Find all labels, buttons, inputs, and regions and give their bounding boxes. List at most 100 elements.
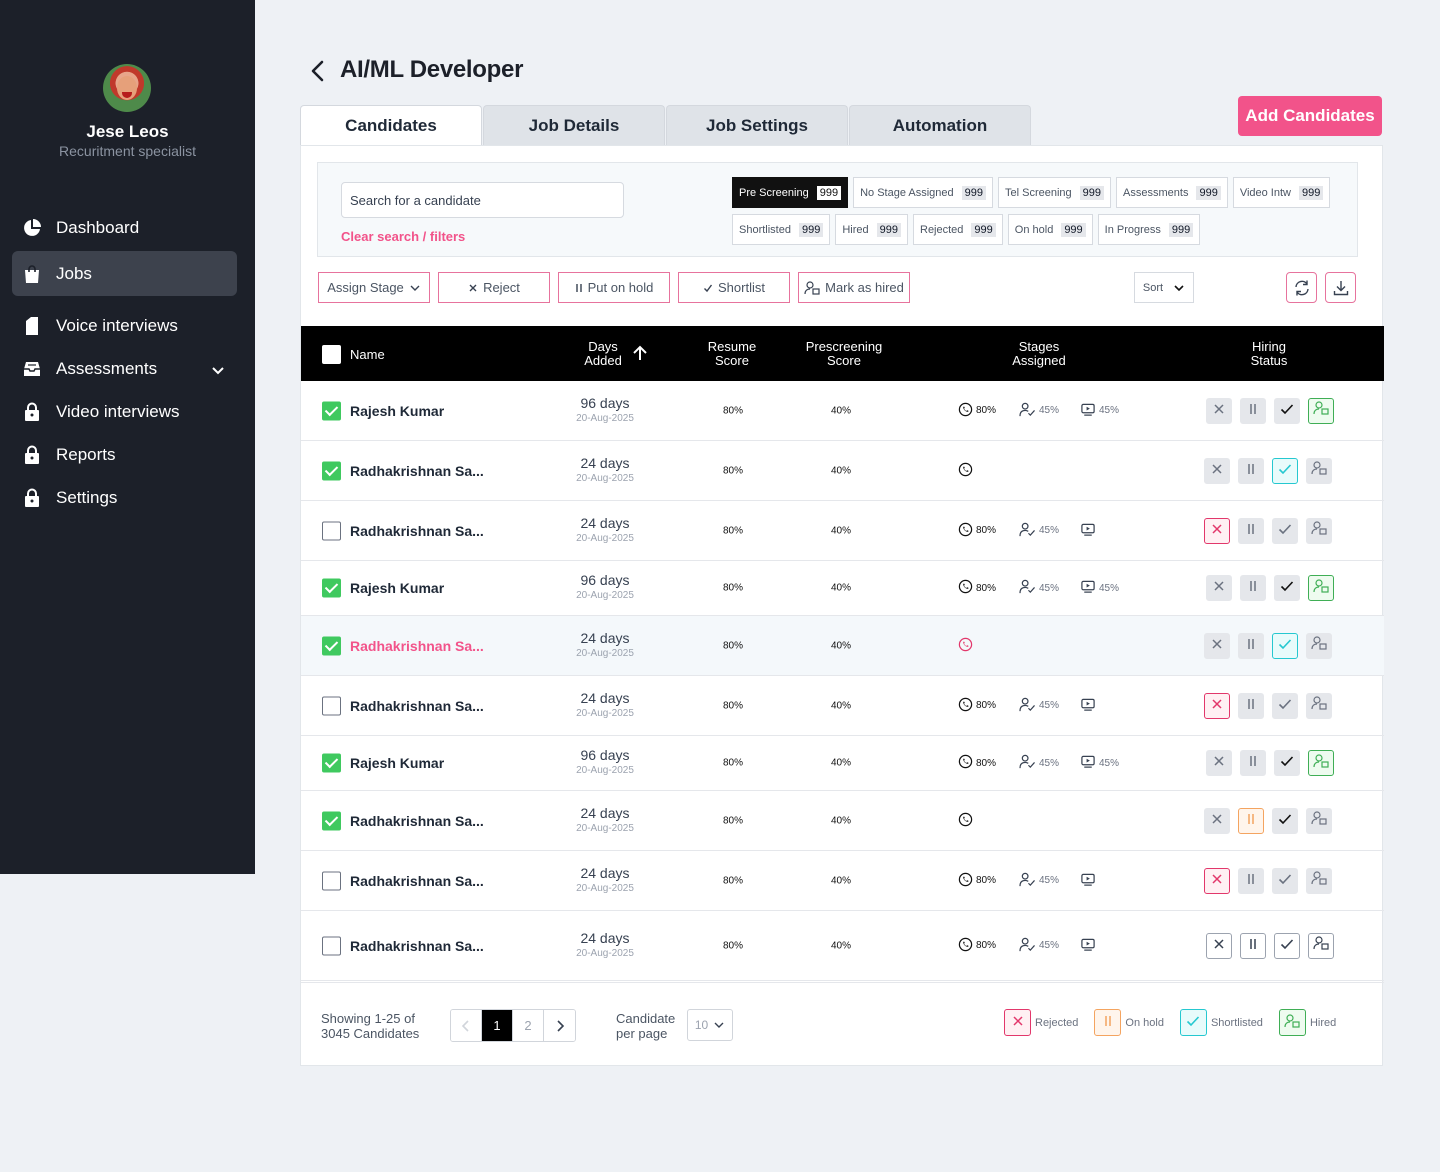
hold-status-button[interactable] bbox=[1240, 932, 1266, 959]
reject-status-button[interactable] bbox=[1204, 517, 1230, 544]
row-checkbox[interactable] bbox=[322, 521, 341, 540]
shortlist-status-button[interactable] bbox=[1272, 517, 1298, 544]
header-days[interactable]: Days Added bbox=[573, 340, 633, 368]
reject-status-button[interactable] bbox=[1204, 457, 1230, 484]
table-row[interactable]: Radhakrishnan Sa... 24 days 20-Aug-2025 80%… bbox=[301, 911, 1384, 981]
assign-stage-dropdown[interactable]: Assign Stage bbox=[318, 272, 430, 303]
candidate-name[interactable]: Radhakrishnan Sa... bbox=[350, 697, 484, 714]
hold-status-button[interactable] bbox=[1240, 750, 1266, 776]
avatar[interactable] bbox=[103, 64, 151, 112]
candidate-name[interactable]: Radhakrishnan Sa... bbox=[350, 637, 484, 654]
table-row[interactable]: Radhakrishnan Sa... 24 days 20-Aug-2025 80%… bbox=[301, 616, 1384, 676]
sidebar-item-assessments[interactable]: Assessments bbox=[12, 347, 237, 390]
row-checkbox[interactable] bbox=[322, 578, 341, 598]
shortlist-status-button[interactable] bbox=[1272, 807, 1298, 834]
tab-job-details[interactable]: Job Details bbox=[483, 105, 665, 145]
hire-status-button[interactable] bbox=[1308, 750, 1334, 776]
stage-chip-shortlisted[interactable]: Shortlisted 999 bbox=[732, 214, 831, 245]
shortlist-status-button[interactable] bbox=[1272, 457, 1298, 484]
per-page-select[interactable]: 10 bbox=[687, 1009, 733, 1041]
put-on-hold-button[interactable]: Put on hold bbox=[558, 272, 670, 303]
reject-status-button[interactable] bbox=[1204, 692, 1230, 719]
stage-chip-on-hold[interactable]: On hold 999 bbox=[1007, 214, 1093, 245]
shortlist-status-button[interactable] bbox=[1274, 397, 1300, 424]
reject-status-button[interactable] bbox=[1206, 750, 1232, 776]
stage-chip-in-progress[interactable]: In Progress 999 bbox=[1097, 214, 1201, 245]
row-checkbox[interactable] bbox=[322, 696, 341, 715]
row-checkbox[interactable] bbox=[322, 811, 341, 830]
shortlist-status-button[interactable] bbox=[1274, 750, 1300, 776]
reject-status-button[interactable] bbox=[1206, 575, 1232, 601]
shortlist-status-button[interactable] bbox=[1272, 632, 1298, 659]
stage-chip-hired[interactable]: Hired 999 bbox=[835, 214, 908, 245]
hold-status-button[interactable] bbox=[1238, 632, 1264, 659]
row-checkbox[interactable] bbox=[322, 461, 341, 480]
row-checkbox[interactable] bbox=[322, 636, 341, 655]
reject-status-button[interactable] bbox=[1204, 867, 1230, 894]
hire-status-button[interactable] bbox=[1306, 807, 1332, 834]
select-all-checkbox[interactable] bbox=[322, 345, 341, 364]
candidate-name[interactable]: Radhakrishnan Sa... bbox=[350, 462, 484, 479]
table-row[interactable]: Rajesh Kumar 96 days 20-Aug-2025 80% 40% 80% 4… bbox=[301, 561, 1384, 616]
prev-page-button[interactable] bbox=[451, 1010, 482, 1041]
table-row[interactable]: Radhakrishnan Sa... 24 days 20-Aug-2025 80%… bbox=[301, 441, 1384, 501]
add-candidates-button[interactable]: Add Candidates bbox=[1238, 96, 1382, 136]
tab-automation[interactable]: Automation bbox=[849, 105, 1031, 145]
clear-filters-link[interactable]: Clear search / filters bbox=[341, 229, 466, 244]
table-row[interactable]: Radhakrishnan Sa... 24 days 20-Aug-2025 80%… bbox=[301, 851, 1384, 911]
search-input[interactable] bbox=[341, 182, 624, 218]
sidebar-item-video-interviews[interactable]: Video interviews bbox=[12, 390, 237, 433]
hire-status-button[interactable] bbox=[1306, 632, 1332, 659]
hold-status-button[interactable] bbox=[1238, 807, 1264, 834]
reject-status-button[interactable] bbox=[1204, 807, 1230, 834]
shortlist-status-button[interactable] bbox=[1274, 932, 1300, 959]
hold-status-button[interactable] bbox=[1238, 457, 1264, 484]
candidate-name[interactable]: Radhakrishnan Sa... bbox=[350, 872, 484, 889]
table-row[interactable]: Radhakrishnan Sa... 24 days 20-Aug-2025 80%… bbox=[301, 676, 1384, 736]
stage-chip-no-stage-assigned[interactable]: No Stage Assigned 999 bbox=[853, 177, 994, 208]
candidate-name[interactable]: Radhakrishnan Sa... bbox=[350, 937, 484, 954]
hire-status-button[interactable] bbox=[1308, 575, 1334, 601]
download-button[interactable] bbox=[1325, 272, 1356, 303]
hire-status-button[interactable] bbox=[1306, 517, 1332, 544]
stage-chip-pre-screening[interactable]: Pre Screening 999 bbox=[732, 177, 849, 208]
sidebar-item-voice-interviews[interactable]: Voice interviews bbox=[12, 304, 237, 347]
table-row[interactable]: Radhakrishnan Sa... 24 days 20-Aug-2025 80%… bbox=[301, 791, 1384, 851]
sidebar-item-jobs[interactable]: Jobs bbox=[12, 251, 237, 296]
mark-as-hired-button[interactable]: Mark as hired bbox=[798, 272, 910, 303]
sort-dropdown[interactable]: Sort bbox=[1134, 272, 1194, 303]
hold-status-button[interactable] bbox=[1238, 517, 1264, 544]
stage-chip-video-intw[interactable]: Video Intw 999 bbox=[1232, 177, 1331, 208]
hire-status-button[interactable] bbox=[1306, 692, 1332, 719]
next-page-button[interactable] bbox=[544, 1010, 575, 1041]
shortlist-button[interactable]: Shortlist bbox=[678, 272, 790, 303]
tab-candidates[interactable]: Candidates bbox=[300, 105, 482, 146]
sidebar-item-settings[interactable]: Settings bbox=[12, 476, 237, 519]
sort-ascending-arrow-icon[interactable] bbox=[631, 344, 649, 362]
hold-status-button[interactable] bbox=[1240, 397, 1266, 424]
candidate-name[interactable]: Radhakrishnan Sa... bbox=[350, 812, 484, 829]
hire-status-button[interactable] bbox=[1306, 457, 1332, 484]
shortlist-status-button[interactable] bbox=[1272, 692, 1298, 719]
hold-status-button[interactable] bbox=[1240, 575, 1266, 601]
hire-status-button[interactable] bbox=[1306, 867, 1332, 894]
row-checkbox[interactable] bbox=[322, 871, 341, 890]
sidebar-item-dashboard[interactable]: Dashboard bbox=[12, 206, 237, 249]
reject-status-button[interactable] bbox=[1206, 932, 1232, 959]
reject-button[interactable]: Reject bbox=[438, 272, 550, 303]
refresh-button[interactable] bbox=[1286, 272, 1317, 303]
page-2-button[interactable]: 2 bbox=[513, 1010, 544, 1041]
shortlist-status-button[interactable] bbox=[1272, 867, 1298, 894]
hire-status-button[interactable] bbox=[1308, 397, 1334, 424]
chevron-down-icon[interactable] bbox=[211, 362, 225, 376]
back-arrow-icon[interactable] bbox=[307, 59, 329, 83]
row-checkbox[interactable] bbox=[322, 401, 341, 420]
candidate-name[interactable]: Radhakrishnan Sa... bbox=[350, 522, 484, 539]
stage-chip-tel-screening[interactable]: Tel Screening 999 bbox=[998, 177, 1112, 208]
page-1-button[interactable]: 1 bbox=[482, 1010, 513, 1041]
table-row[interactable]: Rajesh Kumar 96 days 20-Aug-2025 80% 40% 80% 4… bbox=[301, 736, 1384, 791]
table-row[interactable]: Radhakrishnan Sa... 24 days 20-Aug-2025 80%… bbox=[301, 501, 1384, 561]
hold-status-button[interactable] bbox=[1238, 692, 1264, 719]
tab-job-settings[interactable]: Job Settings bbox=[666, 105, 848, 145]
stage-chip-rejected[interactable]: Rejected 999 bbox=[913, 214, 1003, 245]
